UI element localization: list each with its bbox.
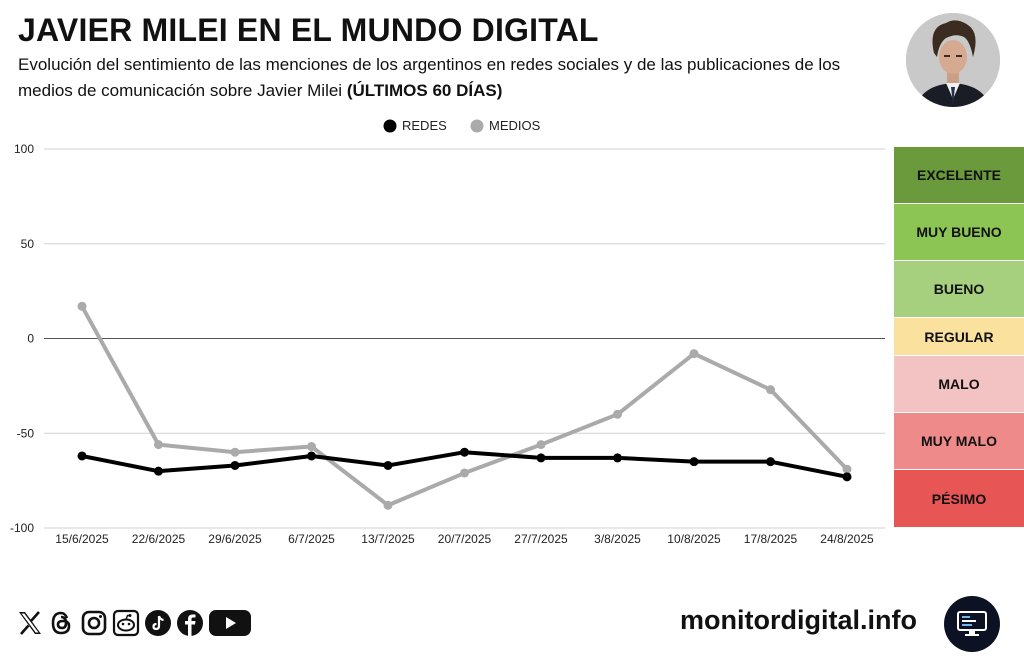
scale-band-bueno: BUENO	[894, 261, 1024, 318]
x-tick-label: 10/8/2025	[667, 532, 721, 546]
youtube-icon[interactable]	[208, 609, 252, 637]
y-tick-label: 0	[27, 332, 34, 346]
y-tick-label: -100	[10, 521, 34, 535]
sentiment-line-chart: REDES MEDIOS 100 50 0 -50 -100 15/6/2025 22/6/…	[10, 118, 885, 546]
legend-marker-medios	[470, 119, 484, 133]
data-point-medios[interactable]	[766, 385, 775, 395]
x-tick-label: 3/8/2025	[594, 532, 641, 546]
x-tick-label: 29/6/2025	[208, 532, 262, 546]
data-point-redes[interactable]	[689, 457, 699, 467]
data-point-medios[interactable]	[613, 409, 622, 419]
portrait-icon	[906, 13, 1000, 107]
x-tick-label: 17/8/2025	[744, 532, 798, 546]
data-point-medios[interactable]	[383, 500, 393, 510]
legend-label-medios: MEDIOS	[489, 118, 541, 133]
data-point-medios[interactable]	[307, 442, 316, 452]
data-point-medios[interactable]	[536, 440, 546, 450]
x-icon[interactable]	[16, 609, 44, 637]
page-title: JAVIER MILEI EN EL MUNDO DIGITAL	[18, 12, 599, 48]
x-tick-label: 24/8/2025	[820, 532, 874, 546]
social-links	[16, 609, 252, 637]
facebook-icon[interactable]	[176, 609, 204, 637]
scale-band-muy-malo: MUY MALO	[894, 413, 1024, 470]
data-point-medios[interactable]	[77, 301, 87, 311]
x-tick-label: 6/7/2025	[288, 532, 335, 546]
data-point-redes[interactable]	[154, 466, 163, 476]
subtitle-text: Evolución del sentimiento de las mencion…	[18, 55, 841, 100]
threads-icon[interactable]	[48, 609, 76, 637]
x-tick-label: 13/7/2025	[361, 532, 415, 546]
sentiment-scale: EXCELENTE MUY BUENO BUENO REGULAR MALO MUY MA…	[894, 147, 1024, 528]
data-point-redes[interactable]	[77, 451, 87, 461]
scale-band-regular: REGULAR	[894, 318, 1024, 356]
data-point-medios[interactable]	[460, 468, 469, 478]
site-url[interactable]: monitordigital.info	[680, 605, 917, 635]
data-point-medios[interactable]	[154, 440, 163, 450]
scale-band-muy-bueno: MUY BUENO	[894, 204, 1024, 261]
legend-label-redes: REDES	[402, 118, 447, 133]
x-tick-label: 22/6/2025	[132, 532, 186, 546]
page-subtitle: Evolución del sentimiento de las mencion…	[18, 52, 888, 104]
y-tick-label: -50	[17, 426, 35, 440]
scale-band-excelente: EXCELENTE	[894, 147, 1024, 204]
legend-marker-redes	[383, 119, 397, 133]
x-tick-label: 20/7/2025	[438, 532, 492, 546]
subtitle-period: (ÚLTIMOS 60 DÍAS)	[346, 81, 503, 100]
data-point-medios[interactable]	[689, 349, 699, 359]
tiktok-icon[interactable]	[144, 609, 172, 637]
reddit-icon[interactable]	[112, 609, 140, 637]
data-point-redes[interactable]	[766, 457, 775, 467]
data-point-medios[interactable]	[230, 447, 240, 457]
data-point-medios[interactable]	[842, 464, 852, 474]
instagram-icon[interactable]	[80, 609, 108, 637]
monitor-icon	[957, 611, 987, 636]
data-point-redes[interactable]	[536, 453, 546, 463]
data-point-redes[interactable]	[383, 460, 393, 470]
x-tick-label: 27/7/2025	[514, 532, 568, 546]
scale-band-malo: MALO	[894, 356, 1024, 413]
data-point-redes[interactable]	[307, 451, 316, 461]
y-tick-label: 50	[21, 237, 35, 251]
data-point-redes[interactable]	[460, 447, 469, 457]
data-point-redes[interactable]	[613, 453, 622, 463]
y-tick-label: 100	[14, 142, 34, 156]
x-tick-label: 15/6/2025	[55, 532, 109, 546]
data-point-redes[interactable]	[230, 460, 240, 470]
avatar	[906, 13, 1000, 107]
scale-band-pésimo: PÉSIMO	[894, 470, 1024, 528]
monitor-logo	[944, 596, 1000, 652]
data-point-redes[interactable]	[842, 472, 852, 482]
